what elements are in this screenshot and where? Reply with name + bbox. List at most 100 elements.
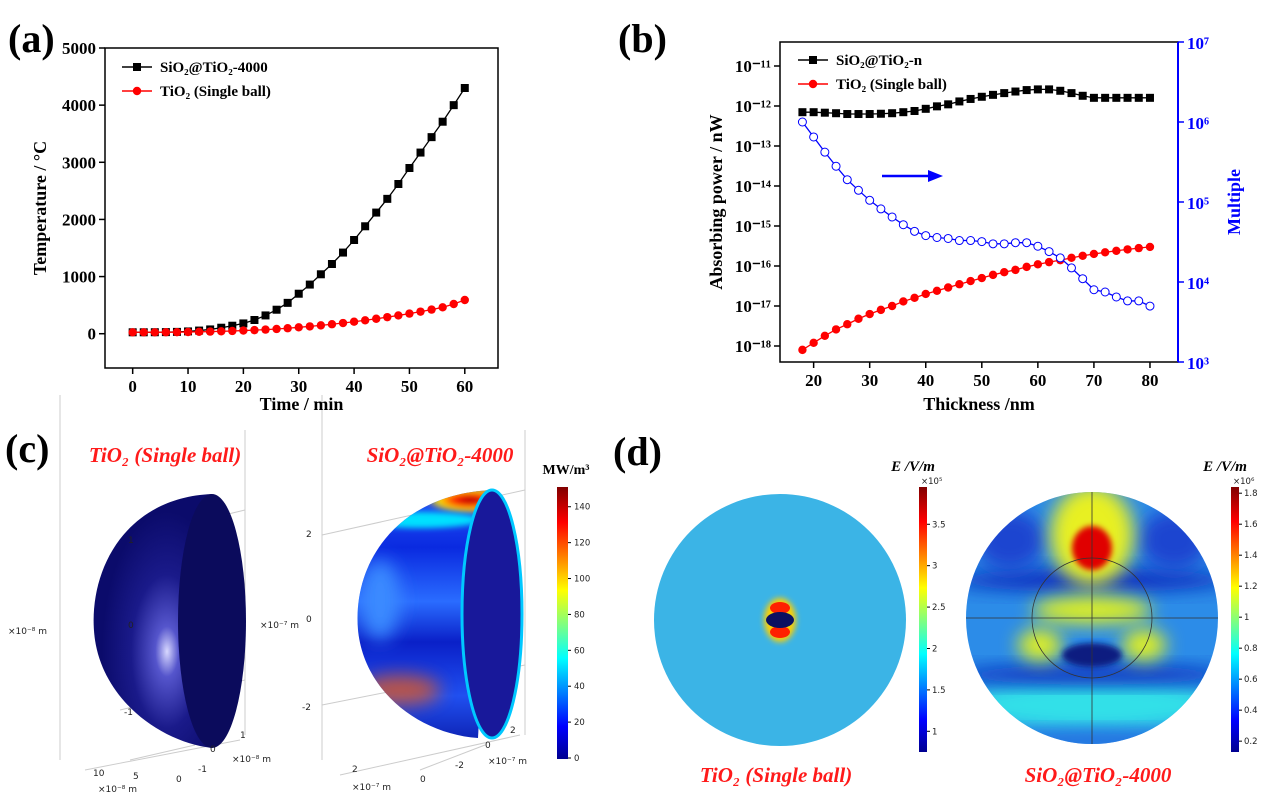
data-point [383, 312, 392, 322]
data-point [1066, 263, 1076, 273]
x-tick-label: 70 [1085, 371, 1102, 390]
data-point [854, 314, 863, 323]
data-point [272, 324, 281, 334]
data-point [797, 117, 807, 127]
colorbar-tick-label: 3.5 [932, 520, 946, 530]
data-point [977, 237, 987, 247]
colorbar-tick-label: 120 [574, 539, 590, 549]
data-point [1022, 86, 1031, 95]
x-tick-label: 60 [1029, 371, 1046, 390]
field-map-colored [966, 492, 1218, 744]
data-point [921, 104, 930, 113]
axis-3d-label: 0 [485, 741, 491, 751]
data-point [809, 338, 818, 348]
data-point [283, 324, 292, 333]
colorbar-tick-label: 3 [932, 562, 937, 572]
data-point [809, 132, 819, 142]
hemisphere-face [460, 488, 524, 740]
colorbar-tick-label: 1.8 [1244, 489, 1258, 499]
data-point [865, 110, 874, 119]
panel-label: (b) [618, 16, 667, 61]
data-point [910, 106, 919, 115]
data-point [372, 314, 381, 323]
axis-3d-label: 2 [352, 765, 358, 775]
y2-tick-label: 10⁷ [1187, 34, 1209, 53]
x-axis-label: Time / min [260, 394, 344, 414]
colorbar-multiplier: ×10⁶ [1233, 477, 1255, 487]
colorbar-tick-label: 0.6 [1244, 675, 1258, 685]
y-tick-label: 1000 [62, 268, 96, 287]
axis-3d-label: 2 [306, 530, 312, 540]
y-tick-label: 0 [88, 325, 97, 344]
x-tick-label: 40 [346, 377, 363, 396]
colorbar-tick-label: 1 [1244, 613, 1249, 623]
data-point [272, 305, 281, 314]
data-point [1100, 248, 1110, 257]
x-axis-label: Thickness /nm [923, 394, 1035, 414]
data-point [294, 323, 303, 332]
colorbar-tick-label: 0 [574, 754, 579, 764]
data-point [876, 109, 885, 118]
colorbar-tick-label: 140 [574, 503, 590, 513]
colorbar-tick-label: 1.4 [1244, 551, 1258, 561]
data-point [250, 316, 259, 324]
legend-marker [133, 63, 141, 71]
x-tick-label: 50 [973, 371, 990, 390]
data-point [1089, 93, 1098, 102]
colorbar-tick-label: 1.5 [932, 686, 946, 696]
legend-label: TiO₂ (Single ball) [160, 84, 271, 100]
data-point [954, 236, 964, 246]
data-point [239, 319, 248, 328]
data-point [876, 204, 886, 214]
y-tick-label: 5000 [62, 39, 96, 58]
data-point [1033, 241, 1043, 251]
x-tick-label: 50 [401, 377, 418, 396]
data-point [888, 109, 897, 118]
panel-title: TiO₂ (Single ball) [89, 443, 241, 467]
data-point [1078, 274, 1088, 284]
x-tick-label: 80 [1141, 371, 1158, 390]
data-point [977, 92, 986, 101]
y-tick-label: 2000 [62, 210, 96, 229]
legend-marker [809, 56, 817, 64]
data-point [1134, 296, 1144, 306]
y-tick-label: 10⁻¹⁶ [735, 257, 771, 276]
y-tick-label: 10⁻¹⁸ [735, 337, 771, 356]
data-point [887, 301, 897, 311]
axis-3d-label: -1 [124, 708, 133, 718]
x-tick-label: 30 [861, 371, 878, 390]
data-point [1100, 287, 1110, 297]
legend-label: SiO₂@TiO₂-n [836, 53, 923, 69]
data-point [820, 331, 830, 340]
data-point [988, 270, 998, 280]
data-point [809, 108, 818, 117]
data-point [416, 148, 425, 157]
colorbar-unit: MW/m³ [543, 463, 590, 478]
colorbar-multiplier: ×10⁵ [921, 477, 942, 487]
x-tick-label: 10 [180, 377, 197, 396]
legend-label: TiO₂ (Single ball) [836, 77, 947, 93]
panel-title: TiO₂ (Single ball) [700, 763, 852, 787]
data-point [1067, 253, 1076, 263]
data-point [128, 328, 137, 337]
data-point [194, 327, 204, 337]
y-tick-label: 10⁻¹³ [735, 137, 771, 156]
data-point [831, 325, 841, 334]
data-point [1089, 249, 1099, 259]
data-point [1145, 301, 1155, 311]
data-point [172, 327, 182, 337]
data-point [1011, 87, 1020, 96]
panel-label: (a) [8, 16, 55, 61]
colorbar [557, 487, 568, 759]
data-point [394, 180, 403, 188]
colorbar-tick-label: 40 [574, 682, 585, 692]
data-point [989, 90, 998, 99]
data-point [898, 220, 908, 230]
y-tick-label: 10⁻¹² [735, 97, 771, 116]
x-tick-label: 20 [805, 371, 822, 390]
legend-label: SiO₂@TiO₂-4000 [160, 60, 268, 76]
data-point [239, 326, 248, 335]
y2-tick-label: 10⁶ [1187, 114, 1209, 133]
axis-3d-label: -2 [302, 703, 311, 713]
colorbar-tick-label: 0.2 [1244, 737, 1258, 747]
